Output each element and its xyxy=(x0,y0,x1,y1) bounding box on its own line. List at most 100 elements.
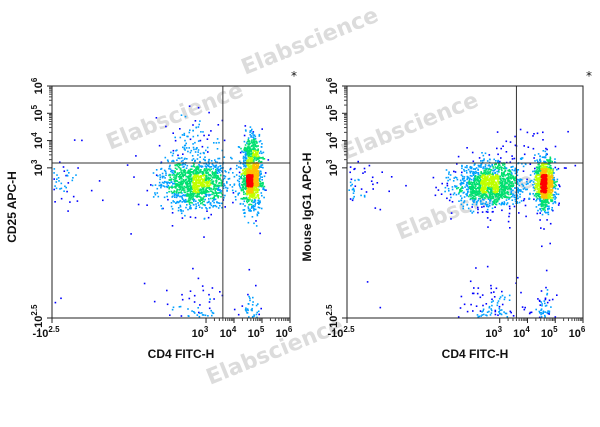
event-dot xyxy=(557,204,560,206)
x-tick-label: 104 xyxy=(220,325,237,340)
event-dot xyxy=(556,178,559,181)
event-dot xyxy=(475,181,478,184)
event-dot xyxy=(474,179,477,182)
event-dot xyxy=(543,193,546,196)
event-dot xyxy=(251,180,254,182)
event-dot xyxy=(471,190,473,193)
event-dot xyxy=(201,285,204,287)
event-dot xyxy=(215,168,217,171)
event-dot xyxy=(232,172,234,174)
event-dot xyxy=(182,188,184,191)
event-dot xyxy=(56,174,58,176)
event-dot xyxy=(178,164,181,166)
event-dot xyxy=(471,182,474,184)
event-dot xyxy=(207,174,210,176)
event-dot xyxy=(497,198,500,201)
event-dot xyxy=(549,158,551,161)
event-dot xyxy=(245,187,248,190)
event-dot xyxy=(244,197,246,199)
event-dot xyxy=(485,210,488,213)
event-dot xyxy=(536,174,538,177)
event-dot xyxy=(251,155,253,158)
event-dot xyxy=(210,175,213,177)
event-dot xyxy=(202,198,205,200)
event-dot xyxy=(494,181,497,183)
event-dot xyxy=(258,207,261,209)
event-dot xyxy=(252,204,254,207)
event-dot xyxy=(187,187,189,190)
event-dot xyxy=(508,186,511,188)
event-dot xyxy=(258,202,261,205)
event-dot xyxy=(181,189,183,191)
event-dot xyxy=(475,188,477,191)
event-dot xyxy=(557,188,559,190)
event-dot xyxy=(496,200,499,203)
event-dot xyxy=(262,183,264,185)
event-dot xyxy=(196,182,199,184)
event-dot xyxy=(246,308,249,310)
event-dot xyxy=(72,195,75,198)
event-dot xyxy=(490,291,493,294)
event-dot xyxy=(521,191,524,193)
event-dot xyxy=(479,183,481,185)
event-dot xyxy=(482,195,484,197)
event-dot xyxy=(263,185,266,188)
event-dot xyxy=(460,199,463,202)
event-dot xyxy=(502,175,505,177)
event-dot xyxy=(217,196,219,199)
event-dot xyxy=(551,183,554,185)
event-dot xyxy=(523,153,526,156)
event-dot xyxy=(493,188,495,190)
event-dot xyxy=(203,190,205,192)
event-dot xyxy=(195,207,197,209)
event-dot xyxy=(481,314,483,316)
event-dot xyxy=(254,141,256,144)
event-dot xyxy=(349,166,352,168)
event-dot xyxy=(217,192,219,194)
event-dot xyxy=(167,160,169,163)
event-dot xyxy=(506,187,508,190)
event-dot xyxy=(460,188,462,190)
event-dot xyxy=(543,197,546,200)
event-dot xyxy=(252,296,254,299)
event-dot xyxy=(169,164,171,167)
event-dot xyxy=(193,312,196,314)
event-dot xyxy=(173,201,175,203)
event-dot xyxy=(492,210,494,213)
event-dot xyxy=(183,158,186,160)
event-dot xyxy=(189,138,192,141)
event-dot xyxy=(491,163,493,166)
event-dot xyxy=(483,174,486,176)
event-dot xyxy=(520,291,522,294)
event-dot xyxy=(547,176,550,179)
event-dot xyxy=(261,128,263,130)
event-dot xyxy=(179,184,181,186)
event-dot xyxy=(518,179,520,181)
event-dot xyxy=(490,186,493,189)
event-dot xyxy=(350,184,352,187)
event-dot xyxy=(484,202,486,205)
event-dot xyxy=(513,169,515,172)
event-dot xyxy=(251,132,253,135)
event-dot xyxy=(497,153,499,156)
event-dot xyxy=(470,187,473,190)
event-dot xyxy=(192,165,194,168)
event-dot xyxy=(252,151,254,154)
event-dot xyxy=(545,286,547,289)
event-dot xyxy=(218,192,220,194)
event-dot xyxy=(505,196,508,198)
event-dot xyxy=(549,186,552,188)
event-dot xyxy=(448,171,450,173)
event-dot xyxy=(163,182,165,184)
event-dot xyxy=(503,298,506,301)
event-dot xyxy=(492,188,494,191)
event-dot xyxy=(246,200,248,202)
event-dot xyxy=(486,183,489,186)
event-dot xyxy=(254,177,256,179)
event-dot xyxy=(255,155,257,158)
event-dot xyxy=(244,149,247,152)
event-dot xyxy=(472,192,474,195)
event-dot xyxy=(174,186,176,188)
event-dot xyxy=(166,159,169,161)
event-dot xyxy=(545,198,547,201)
